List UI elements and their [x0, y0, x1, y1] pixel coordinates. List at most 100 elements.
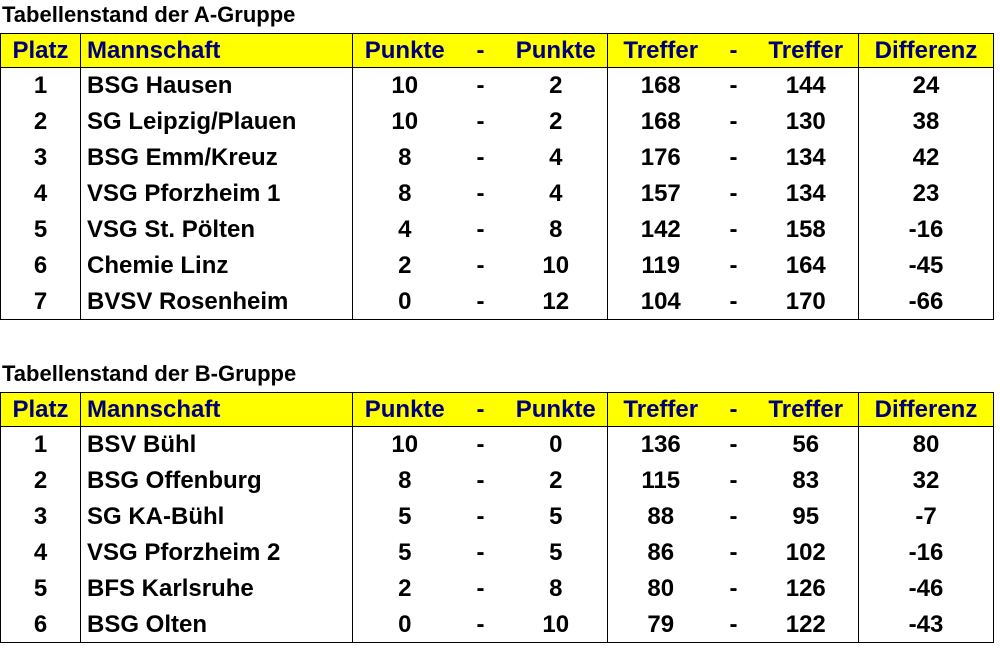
cell-punkte-for: 5	[352, 534, 457, 571]
header-punkte-against: Punkte	[504, 392, 608, 427]
table-row: 7 BVSV Rosenheim 0-12 104-170 -66	[0, 283, 994, 320]
cell-treffer-for: 80	[607, 570, 714, 607]
cell-treffer-for: 119	[607, 247, 714, 284]
cell-treffer-against: 164	[753, 247, 859, 284]
cell-treffer-against: 144	[753, 67, 859, 104]
cell-punkte-against: 8	[504, 570, 608, 607]
table-row: 3 SG KA-Bühl 5-5 88-95 -7	[0, 498, 994, 535]
cell-treffer-dash: -	[713, 606, 754, 643]
cell-platz: 6	[0, 606, 81, 643]
header-punkte-for: Punkte	[352, 33, 457, 68]
cell-treffer-against: 56	[753, 426, 859, 463]
cell-treffer-for: 168	[607, 103, 714, 140]
cell-punkte-against: 8	[504, 211, 608, 248]
cell-treffer-dash: -	[729, 431, 738, 459]
header-mannschaft: Mannschaft	[80, 33, 353, 68]
cell-punkte-dash: -	[476, 108, 485, 135]
cell-platz: 2	[0, 103, 81, 140]
cell-treffer-dash: -	[729, 180, 738, 207]
header-treffer-against: Treffer	[753, 392, 859, 427]
cell-treffer-against: 130	[753, 103, 859, 140]
cell-punkte-against: 12	[504, 283, 608, 320]
cell-treffer-dash: -	[729, 252, 738, 279]
cell-mannschaft: SG Leipzig/Plauen	[80, 103, 353, 140]
cell-differenz: 42	[858, 139, 994, 176]
cell-punkte-against: 5	[504, 498, 608, 535]
cell-mannschaft: BSG Hausen	[80, 67, 353, 104]
table-row: 4 VSG Pforzheim 2 5-5 86-102 -16	[0, 534, 994, 571]
cell-platz: 7	[0, 283, 81, 320]
cell-punkte-dash: -	[456, 606, 505, 643]
cell-punkte-against: 2	[504, 67, 608, 104]
cell-treffer-for: 115	[607, 462, 714, 499]
cell-treffer-against: 95	[753, 498, 859, 535]
cell-punkte-against: 2	[504, 103, 608, 140]
header-treffer-dash: -	[713, 392, 754, 427]
cell-mannschaft: VSG Pforzheim 2	[80, 534, 353, 571]
header-row: Platz Mannschaft Punkte - Punkte Treffer - Tref…	[0, 392, 994, 427]
cell-differenz: -16	[858, 211, 994, 248]
cell-punkte-against: 10	[504, 247, 608, 284]
header-platz: Platz	[0, 392, 81, 427]
table-row: 1 BSV Bühl 10-0 136-56 80	[0, 426, 994, 463]
cell-mannschaft: Chemie Linz	[80, 247, 353, 284]
cell-treffer-against: 83	[753, 462, 859, 499]
table-row: 6 Chemie Linz 2-10 119-164 -45	[0, 247, 994, 284]
cell-mannschaft: BVSV Rosenheim	[80, 283, 353, 320]
cell-differenz: -45	[858, 247, 994, 284]
cell-platz: 1	[0, 426, 81, 463]
header-row: Platz Mannschaft Punkte - Punkte Treffer - Tref…	[0, 33, 994, 68]
cell-treffer-for: 86	[607, 534, 714, 571]
cell-punkte-dash: -	[476, 575, 485, 602]
cell-differenz: 24	[858, 67, 994, 104]
cell-punkte-dash: -	[476, 539, 485, 566]
cell-punkte-dash: -	[476, 431, 485, 459]
cell-punkte-for: 0	[352, 606, 457, 643]
cell-punkte-dash: -	[476, 216, 485, 243]
cell-treffer-against: 170	[753, 283, 859, 320]
cell-treffer-for: 104	[607, 283, 714, 320]
cell-treffer-against: 122	[753, 606, 859, 643]
group-b-table: Platz Mannschaft Punkte - Punkte Treffer - Tref…	[0, 392, 994, 643]
cell-punkte-dash: -	[456, 283, 505, 320]
cell-treffer-against: 102	[753, 534, 859, 571]
group-b-title: Tabellenstand der B-Gruppe	[2, 361, 297, 386]
cell-platz: 3	[0, 498, 81, 535]
cell-punkte-for: 8	[352, 139, 457, 176]
table-row: 2 SG Leipzig/Plauen 10-2 168-130 38	[0, 103, 994, 140]
cell-differenz: -66	[858, 283, 994, 320]
header-punkte-for: Punkte	[352, 392, 457, 427]
header-punkte-dash: -	[456, 392, 505, 427]
cell-platz: 4	[0, 534, 81, 571]
header-differenz: Differenz	[858, 392, 994, 427]
cell-treffer-dash: -	[729, 144, 738, 171]
cell-treffer-against: 134	[753, 175, 859, 212]
cell-punkte-dash: -	[476, 144, 485, 171]
cell-mannschaft: BSG Offenburg	[80, 462, 353, 499]
cell-punkte-for: 10	[352, 67, 457, 104]
cell-punkte-against: 2	[504, 462, 608, 499]
group-a-title: Tabellenstand der A-Gruppe	[2, 2, 296, 27]
cell-treffer-dash: -	[713, 283, 754, 320]
cell-punkte-dash: -	[476, 467, 485, 494]
header-treffer-for: Treffer	[607, 33, 714, 68]
cell-mannschaft: BSG Olten	[80, 606, 353, 643]
header-treffer-against: Treffer	[753, 33, 859, 68]
cell-punkte-for: 2	[352, 570, 457, 607]
cell-platz: 5	[0, 211, 81, 248]
cell-treffer-dash: -	[729, 72, 738, 100]
cell-treffer-for: 136	[607, 426, 714, 463]
table-row: 6 BSG Olten 0-10 79-122 -43	[0, 606, 994, 643]
cell-mannschaft: BSG Emm/Kreuz	[80, 139, 353, 176]
cell-mannschaft: BFS Karlsruhe	[80, 570, 353, 607]
cell-punkte-dash: -	[476, 72, 485, 100]
cell-punkte-against: 0	[504, 426, 608, 463]
header-mannschaft: Mannschaft	[80, 392, 353, 427]
cell-treffer-dash: -	[729, 503, 738, 530]
cell-mannschaft: BSV Bühl	[80, 426, 353, 463]
cell-platz: 3	[0, 139, 81, 176]
header-punkte-against: Punkte	[504, 33, 608, 68]
header-platz: Platz	[0, 33, 81, 68]
cell-punkte-against: 5	[504, 534, 608, 571]
cell-platz: 1	[0, 67, 81, 104]
